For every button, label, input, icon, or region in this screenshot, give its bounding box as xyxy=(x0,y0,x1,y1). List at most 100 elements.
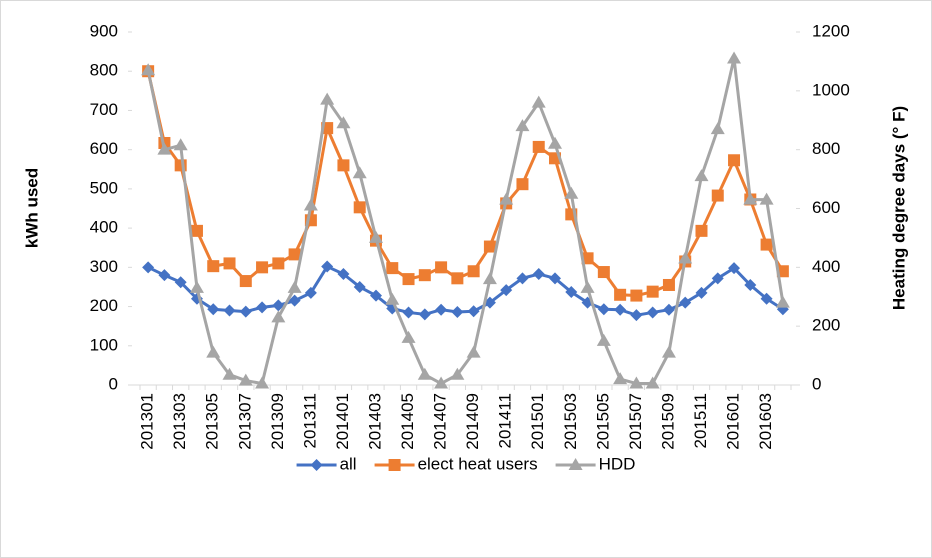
x-tick-label: 201407 xyxy=(431,393,450,450)
marker xyxy=(401,330,416,343)
marker xyxy=(304,286,317,299)
marker xyxy=(369,289,382,302)
y2-tick-label: 1200 xyxy=(812,21,850,40)
marker xyxy=(368,230,383,243)
marker xyxy=(711,272,724,285)
marker xyxy=(174,276,187,289)
marker xyxy=(646,306,659,319)
marker xyxy=(483,240,496,253)
marker xyxy=(531,95,546,108)
marker xyxy=(728,262,741,275)
marker xyxy=(500,284,513,297)
marker xyxy=(256,301,269,314)
marker xyxy=(434,376,449,389)
marker xyxy=(310,459,323,471)
marker xyxy=(614,303,627,316)
marker xyxy=(450,367,465,380)
marker xyxy=(759,192,774,205)
y2-tick-label: 600 xyxy=(812,198,840,217)
marker xyxy=(744,278,757,291)
marker xyxy=(532,140,545,153)
marker xyxy=(728,154,741,167)
marker xyxy=(451,272,464,285)
x-tick-label: 201603 xyxy=(756,393,775,450)
marker xyxy=(417,367,432,380)
marker xyxy=(581,252,594,265)
marker xyxy=(516,178,529,191)
marker xyxy=(710,122,725,135)
marker xyxy=(630,289,643,302)
marker xyxy=(727,51,742,64)
marker xyxy=(679,296,692,309)
marker xyxy=(353,280,366,293)
marker xyxy=(388,459,401,471)
x-tick-label: 201307 xyxy=(235,393,254,450)
marker xyxy=(435,261,448,274)
marker xyxy=(353,201,366,214)
marker xyxy=(597,303,610,316)
marker xyxy=(515,119,530,132)
marker xyxy=(629,376,644,389)
marker xyxy=(760,292,773,305)
marker xyxy=(743,192,758,205)
legend-label: elect heat users xyxy=(418,454,538,473)
x-tick-label: 201309 xyxy=(268,393,287,450)
marker xyxy=(451,306,464,319)
x-tick-label: 201501 xyxy=(528,393,547,450)
x-tick-label: 201511 xyxy=(691,393,710,448)
marker xyxy=(321,260,334,273)
marker xyxy=(223,304,236,317)
series-line xyxy=(146,70,785,298)
marker xyxy=(385,292,400,305)
marker xyxy=(499,192,514,205)
marker xyxy=(695,224,708,237)
y-tick-label: 100 xyxy=(90,335,118,354)
marker xyxy=(565,286,578,299)
marker xyxy=(239,305,252,318)
marker xyxy=(662,278,675,291)
marker xyxy=(645,376,660,389)
marker xyxy=(288,248,301,261)
marker xyxy=(435,303,448,316)
marker xyxy=(141,63,156,76)
marker xyxy=(142,261,155,274)
marker xyxy=(222,367,237,380)
marker xyxy=(549,272,562,285)
marker xyxy=(418,269,431,282)
marker xyxy=(337,268,350,281)
marker xyxy=(695,286,708,299)
x-tick-label: 201505 xyxy=(593,393,612,450)
y-tick-label: 0 xyxy=(109,374,118,393)
x-tick-label: 201301 xyxy=(138,393,157,450)
x-tick-label: 201601 xyxy=(724,393,743,450)
marker xyxy=(630,309,643,322)
marker xyxy=(207,260,220,273)
x-tick-label: 201401 xyxy=(333,393,352,450)
marker xyxy=(466,345,481,358)
y2-tick-label: 1000 xyxy=(812,80,850,99)
marker xyxy=(287,280,302,293)
y2-tick-label: 0 xyxy=(812,374,821,393)
marker xyxy=(288,294,301,307)
y2-axis-title: Heating degree days (° F) xyxy=(889,106,908,310)
y-tick-label: 500 xyxy=(90,178,118,197)
y-tick-label: 700 xyxy=(90,100,118,119)
marker xyxy=(207,303,220,316)
marker xyxy=(337,159,350,172)
marker xyxy=(157,142,172,155)
marker xyxy=(271,310,286,323)
y2-tick-label: 800 xyxy=(812,139,840,158)
marker xyxy=(646,285,659,298)
x-tick-label: 201405 xyxy=(398,393,417,450)
marker xyxy=(303,198,318,211)
x-tick-label: 201305 xyxy=(203,393,222,450)
y2-tick-label: 400 xyxy=(812,257,840,276)
marker xyxy=(661,345,676,358)
marker xyxy=(190,224,203,237)
marker xyxy=(694,169,709,182)
y-tick-label: 800 xyxy=(90,61,118,80)
marker xyxy=(223,257,236,270)
marker xyxy=(239,275,252,288)
legend-label: all xyxy=(340,454,357,473)
